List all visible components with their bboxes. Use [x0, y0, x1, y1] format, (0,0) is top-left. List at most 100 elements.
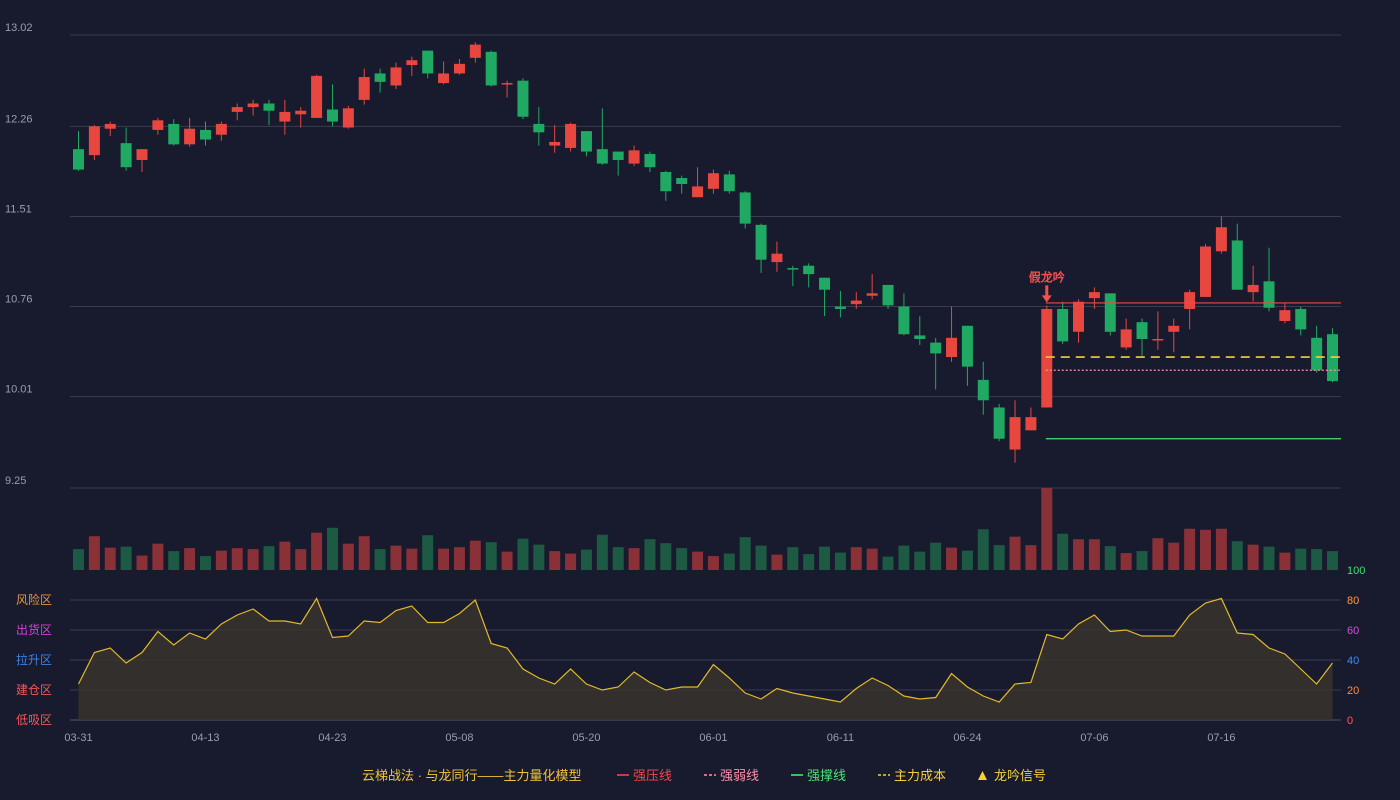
- candle-body: [977, 379, 989, 401]
- volume-bar: [961, 550, 973, 570]
- candlestick: [342, 105, 354, 129]
- candle-body: [1152, 339, 1164, 341]
- price-grid: [70, 34, 1341, 489]
- volume-bar: [406, 548, 418, 570]
- legend-item-label: 强压线: [633, 768, 672, 783]
- candle-body: [771, 253, 783, 263]
- legend-item: 强压线: [617, 768, 672, 783]
- candle-body: [517, 80, 529, 117]
- legend-item: 主力成本: [878, 768, 946, 783]
- volume-bar: [882, 556, 894, 570]
- candlestick: [247, 99, 259, 116]
- dragon-signal: 假龙吟: [1029, 269, 1065, 303]
- volume-bar: [549, 551, 561, 570]
- candlestick: [279, 99, 291, 135]
- price-tick-label: 10.01: [5, 384, 33, 396]
- candlestick: [295, 107, 307, 128]
- candle-body: [1247, 284, 1259, 293]
- indicator-area: [78, 598, 1333, 720]
- volume-bars: [73, 488, 1338, 570]
- candlestick: [692, 167, 704, 198]
- date-tick-label: 03-31: [64, 732, 92, 744]
- candlestick: [390, 62, 402, 90]
- volume-bar: [1200, 529, 1212, 570]
- volume-bar: [390, 545, 402, 570]
- candlestick: [755, 223, 767, 273]
- candle-body: [501, 83, 513, 85]
- candle-body: [1311, 337, 1323, 371]
- volume-bar: [946, 547, 958, 570]
- volume-bar: [1025, 545, 1037, 570]
- candlestick: [565, 122, 577, 152]
- candle-body: [453, 63, 465, 74]
- candle-body: [628, 150, 640, 164]
- level-lines: [1045, 302, 1341, 440]
- candle-body: [168, 123, 180, 145]
- candlestick: [771, 241, 783, 272]
- candle-body: [565, 123, 577, 148]
- candlestick: [1057, 301, 1069, 344]
- candle-body: [120, 143, 132, 168]
- candlestick: [406, 56, 418, 76]
- candle-body: [723, 174, 735, 192]
- candlestick: [1168, 318, 1180, 353]
- volume-bar: [136, 555, 148, 570]
- legend-item: 龙吟信号: [978, 768, 1046, 783]
- candle-body: [692, 186, 704, 198]
- candle-body: [1088, 292, 1100, 299]
- candlestick: [866, 274, 878, 300]
- candle-body: [866, 293, 878, 296]
- zone-label: 建仓区: [16, 683, 52, 697]
- candle-body: [930, 342, 942, 354]
- volume-bar: [104, 547, 116, 570]
- price-axis: 13.02 12.26 11.51 10.76 10.01 9.25: [5, 22, 33, 487]
- candlestick: [1152, 311, 1164, 350]
- date-tick-label: 06-11: [827, 732, 854, 744]
- legend-item-label: 强弱线: [720, 768, 759, 783]
- price-tick-label: 11.51: [5, 203, 32, 215]
- candle-body: [819, 277, 831, 290]
- candlestick: [485, 50, 497, 87]
- candlestick: [914, 316, 926, 346]
- volume-bar: [247, 549, 259, 570]
- volume-bar: [1311, 549, 1323, 570]
- candle-body: [104, 123, 116, 129]
- candlesticks: [73, 42, 1338, 463]
- candle-body: [247, 103, 259, 108]
- candlestick: [580, 131, 592, 157]
- candle-body: [1073, 301, 1085, 332]
- volume-bar: [771, 554, 783, 570]
- candlestick: [739, 191, 751, 229]
- indicator-tick-label: 60: [1347, 625, 1359, 637]
- volume-bar: [930, 542, 942, 570]
- candlestick: [517, 78, 529, 120]
- candle-body: [358, 77, 370, 100]
- candlestick: [1136, 318, 1148, 356]
- candle-body: [1295, 308, 1307, 330]
- volume-bar: [184, 548, 196, 570]
- candlestick: [676, 175, 688, 194]
- indicator-tick-label: 0: [1347, 715, 1353, 727]
- candlestick: [136, 149, 148, 172]
- candle-body: [215, 123, 227, 135]
- candlestick: [104, 121, 116, 136]
- volume-bar: [279, 541, 291, 570]
- zone-label: 风险区: [16, 592, 52, 607]
- candle-body: [1136, 322, 1148, 340]
- candle-body: [1041, 308, 1053, 408]
- volume-bar: [342, 543, 354, 570]
- candlestick: [628, 145, 640, 166]
- candlestick: [930, 337, 942, 390]
- candle-body: [946, 337, 958, 358]
- candlestick: [438, 61, 450, 85]
- indicator-axis: 0 20 40 60 80 100: [1347, 565, 1365, 727]
- candle-body: [1168, 325, 1180, 332]
- candle-body: [88, 126, 100, 156]
- candle-body: [485, 51, 497, 86]
- volume-bar: [485, 542, 497, 570]
- candle-body: [390, 67, 402, 86]
- price-tick-label: 10.76: [5, 294, 33, 306]
- candle-body: [1231, 240, 1243, 290]
